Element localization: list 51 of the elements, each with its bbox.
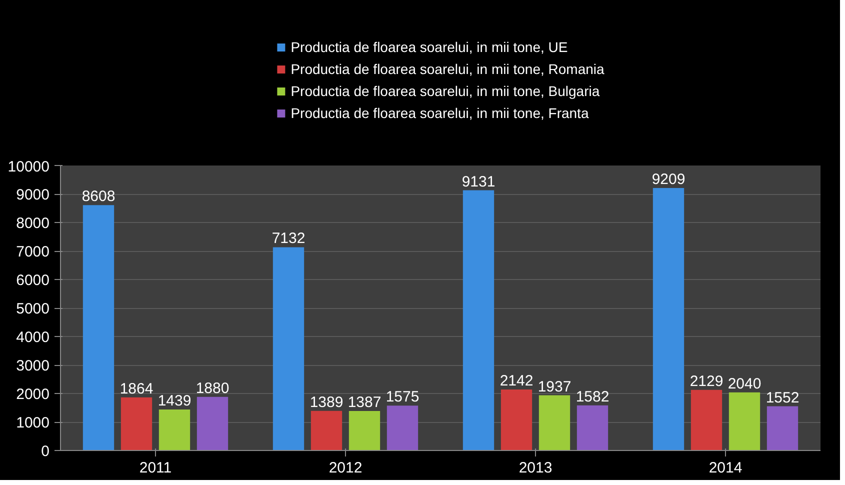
- y-tick-label: 8000: [16, 215, 50, 232]
- bar: [576, 405, 608, 450]
- bar: [310, 410, 342, 450]
- legend-label: Productia de floarea soarelui, in mii tone, Franta: [290, 105, 589, 121]
- y-tick-label: 3000: [16, 358, 50, 374]
- data-label: 2129: [690, 372, 724, 390]
- y-tick-label: 10000: [8, 158, 50, 176]
- bar: [728, 392, 760, 450]
- y-tick-label: 6000: [16, 272, 50, 289]
- bar: [652, 188, 684, 450]
- data-label: 1937: [538, 378, 572, 396]
- legend-label: Productia de floarea soarelui, in mii tone, Bulgaria: [290, 83, 600, 99]
- y-tick-label: 1000: [16, 414, 50, 432]
- data-label: 1389: [310, 394, 344, 411]
- x-tick-label: 2014: [708, 460, 742, 476]
- bar: [462, 190, 494, 450]
- data-label: 7132: [272, 230, 306, 248]
- bar: [690, 390, 722, 450]
- data-label: 8608: [82, 188, 116, 206]
- legend-label: Productia de floarea soarelui, in mii tone, UE: [290, 39, 568, 55]
- data-label: 9131: [462, 173, 496, 190]
- y-tick-label: 7000: [16, 244, 50, 260]
- bar: [120, 397, 152, 450]
- x-tick-label: 2011: [139, 460, 172, 476]
- y-tick-label: 9000: [16, 186, 50, 204]
- bar: [158, 409, 190, 450]
- x-tick-label: 2012: [328, 460, 362, 476]
- bar: [348, 410, 380, 450]
- bar: [766, 406, 798, 450]
- data-label: 1582: [576, 388, 610, 406]
- y-tick-label: 2000: [16, 386, 50, 403]
- x-tick-label: 2013: [518, 460, 552, 476]
- data-label: 1575: [386, 388, 420, 406]
- data-label: 1387: [348, 394, 382, 411]
- bar: [538, 395, 570, 450]
- data-label: 2040: [728, 375, 762, 392]
- bar: [82, 205, 114, 450]
- data-label: 1439: [158, 392, 192, 410]
- legend-label: Productia de floarea soarelui, in mii tone, Romania: [290, 61, 604, 77]
- data-label: 1880: [196, 380, 230, 397]
- data-label: 1864: [120, 380, 154, 398]
- data-label: 1552: [766, 389, 800, 406]
- y-tick-label: 5000: [16, 300, 50, 318]
- bar: [386, 406, 418, 450]
- bar: [500, 389, 532, 450]
- y-tick-label: 4000: [16, 329, 50, 346]
- bar: [272, 247, 304, 450]
- y-tick-label: 0: [41, 443, 50, 460]
- data-label: 9209: [652, 171, 686, 188]
- bar: [196, 396, 228, 450]
- data-label: 2142: [500, 372, 534, 390]
